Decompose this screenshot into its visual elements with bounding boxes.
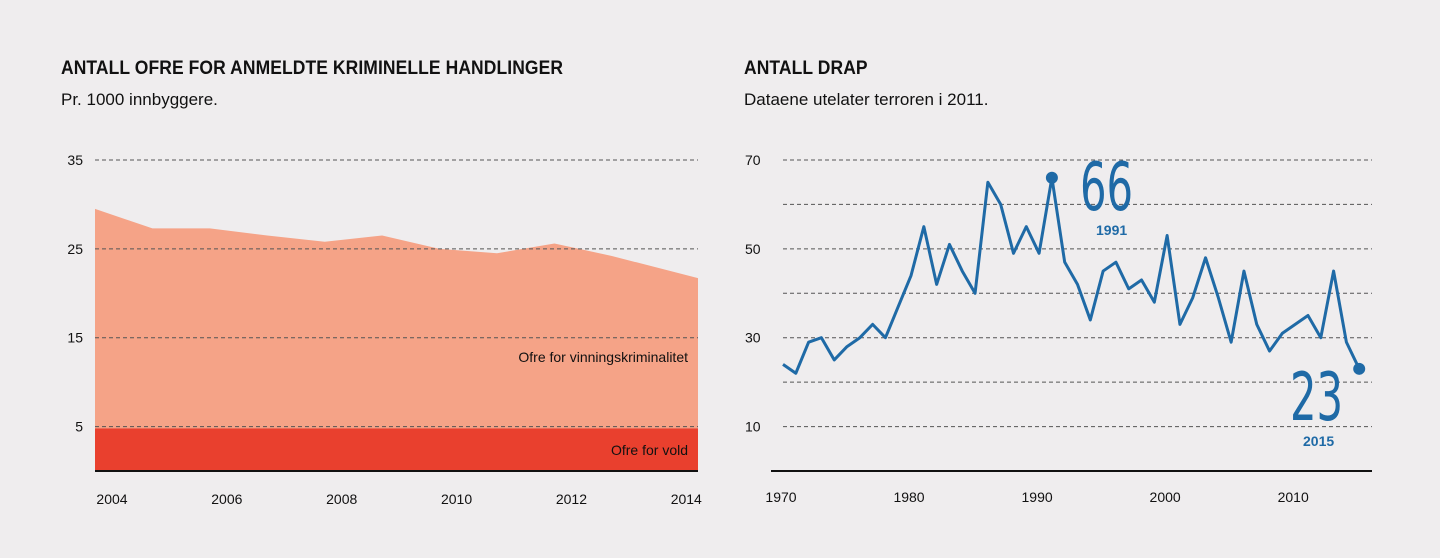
x-tick-label: 1980	[893, 489, 924, 505]
x-tick-label: 2006	[211, 491, 242, 507]
y-tick-label: 5	[75, 419, 83, 435]
homicides-title: ANTALL DRAP	[744, 58, 868, 79]
x-tick-label: 2012	[556, 491, 587, 507]
y-tick-label: 25	[67, 241, 83, 257]
y-tick-label: 35	[67, 152, 83, 168]
series-label-vold: Ofre for vold	[611, 442, 688, 458]
highlight-point-2015	[1353, 362, 1366, 375]
crime-victims-panel: ANTALL OFRE FOR ANMELDTE KRIMINELLE HAND…	[61, 58, 702, 507]
x-tick-label: 2010	[1278, 489, 1309, 505]
y-tick-label: 30	[745, 330, 761, 346]
x-tick-label: 1970	[765, 489, 796, 505]
series-label-vinningskriminalitet: Ofre for vinningskriminalitet	[518, 349, 688, 365]
homicides-line	[782, 176, 1361, 375]
homicides-subtitle: Dataene utelater terroren i 2011.	[744, 90, 989, 109]
annotation-year-1991: 1991	[1096, 222, 1127, 238]
x-tick-label: 1990	[1022, 489, 1053, 505]
y-tick-label: 15	[67, 330, 83, 346]
crime-victims-area-chart: 35 25 15 5 2004 2006 2008 2010 2012 2014 Ofre for …	[67, 152, 702, 507]
crime-victims-subtitle: Pr. 1000 innbyggere.	[61, 90, 218, 109]
x-tick-label: 2000	[1150, 489, 1181, 505]
y-tick-label: 70	[745, 152, 761, 168]
x-tick-label: 2014	[671, 491, 702, 507]
area-vinningskriminalitet	[95, 208, 698, 429]
highlight-point-1991	[1045, 171, 1058, 184]
area-vold	[95, 428, 698, 471]
y-tick-label: 10	[745, 419, 761, 435]
y-tick-label: 50	[745, 241, 761, 257]
annotation-value-2015: 23	[1290, 359, 1343, 437]
crime-victims-title: ANTALL OFRE FOR ANMELDTE KRIMINELLE HAND…	[61, 58, 564, 79]
x-tick-label: 2004	[96, 491, 127, 507]
homicides-panel: ANTALL DRAP Dataene utelater terroren i …	[720, 0, 1440, 558]
annotation-value-1991: 66	[1080, 149, 1133, 227]
x-tick-label: 2008	[326, 491, 357, 507]
x-tick-label: 2010	[441, 491, 472, 507]
annotation-year-2015: 2015	[1303, 433, 1334, 449]
